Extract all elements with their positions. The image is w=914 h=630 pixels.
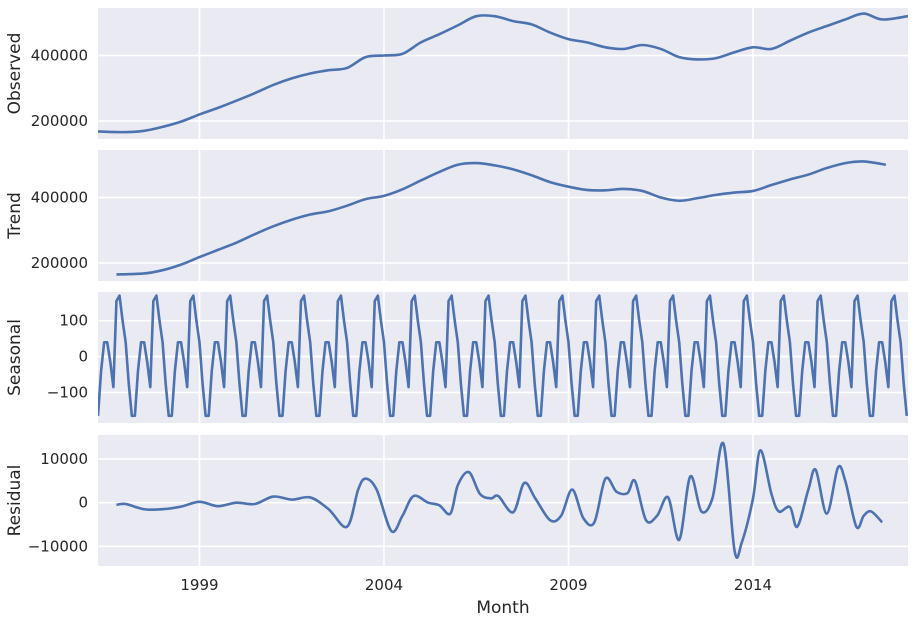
observed-series-line	[98, 12, 908, 134]
seasonal-ylabel: Seasonal	[5, 319, 25, 396]
residual-series-line	[116, 441, 884, 559]
seasonal-panel: −100 0 100 Seasonal	[5, 292, 908, 423]
trend-panel-background	[98, 150, 908, 281]
observed-ytick-label-1: 400000	[31, 46, 88, 64]
residual-ytick-label-0: −10000	[28, 537, 88, 555]
trend-panel: 200000 400000 Trend	[5, 150, 908, 281]
observed-panel-background	[98, 8, 908, 139]
seasonal-series-line	[98, 294, 908, 418]
residual-ytick-label-2: 10000	[40, 450, 88, 468]
residual-panel: −10000 0 10000 Residual	[5, 435, 908, 566]
seasonal-ytick-label-0: −100	[47, 383, 88, 401]
observed-ylabel: Observed	[5, 33, 25, 115]
observed-ytick-label-0: 200000	[31, 112, 88, 130]
xtick-label-1: 2004	[365, 576, 403, 594]
residual-ytick-label-1: 0	[78, 494, 88, 512]
seasonal-ytick-label-2: 100	[59, 312, 88, 330]
xtick-label-0: 1999	[180, 576, 218, 594]
trend-ytick-label-0: 200000	[31, 254, 88, 272]
trend-ylabel: Trend	[5, 192, 25, 240]
observed-panel: 200000 400000 Observed	[5, 8, 908, 139]
trend-series-line	[116, 160, 887, 276]
x-axis: 1999 2004 2009 2014 Month	[180, 576, 772, 618]
xtick-label-3: 2014	[734, 576, 772, 594]
residual-ylabel: Residual	[5, 465, 25, 537]
trend-ytick-label-1: 400000	[31, 188, 88, 206]
x-axis-label: Month	[476, 598, 529, 618]
xtick-label-2: 2009	[549, 576, 587, 594]
seasonal-ytick-label-1: 0	[78, 348, 88, 366]
